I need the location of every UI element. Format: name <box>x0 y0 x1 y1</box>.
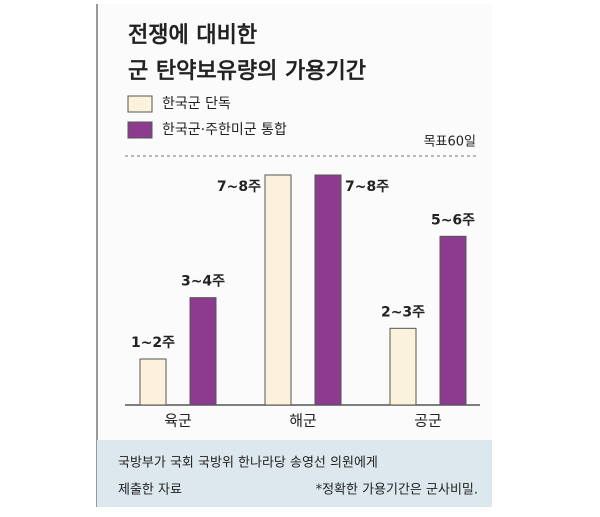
panel <box>97 4 492 507</box>
footer-box <box>97 440 492 507</box>
value-label: 7~8주 <box>345 179 389 195</box>
bar <box>439 235 467 406</box>
bar <box>314 174 342 406</box>
target-label: 목표60일 <box>424 135 476 150</box>
bar <box>189 297 217 406</box>
legend-label: 한국군·주한미군 통합 <box>162 122 287 138</box>
bar <box>389 327 417 406</box>
value-label: 1~2주 <box>131 335 175 351</box>
legend-swatch <box>127 121 153 139</box>
legend-swatch <box>127 95 153 113</box>
value-label: 5~6주 <box>431 212 475 228</box>
chart-title: 전쟁에 대비한 <box>128 23 257 48</box>
value-label: 2~3주 <box>381 304 425 320</box>
chart-subtitle: 군 탄약보유량의 가용기간 <box>128 59 366 84</box>
value-label: 3~4주 <box>181 274 225 290</box>
bar <box>139 358 167 406</box>
note: *정확한 가용기간은 군사비밀. <box>316 483 478 498</box>
bar <box>264 174 292 406</box>
legend-label: 한국군 단독 <box>162 96 231 112</box>
source-line2: 제출한 자료 <box>118 483 182 498</box>
x-tick-label: 해군 <box>289 412 317 430</box>
x-tick-label: 육군 <box>164 412 192 430</box>
source: 국방부가 국회 국방위 한나라당 송영선 의원에게 <box>118 456 378 471</box>
value-label: 7~8주 <box>217 179 261 195</box>
x-tick-label: 공군 <box>414 412 442 430</box>
